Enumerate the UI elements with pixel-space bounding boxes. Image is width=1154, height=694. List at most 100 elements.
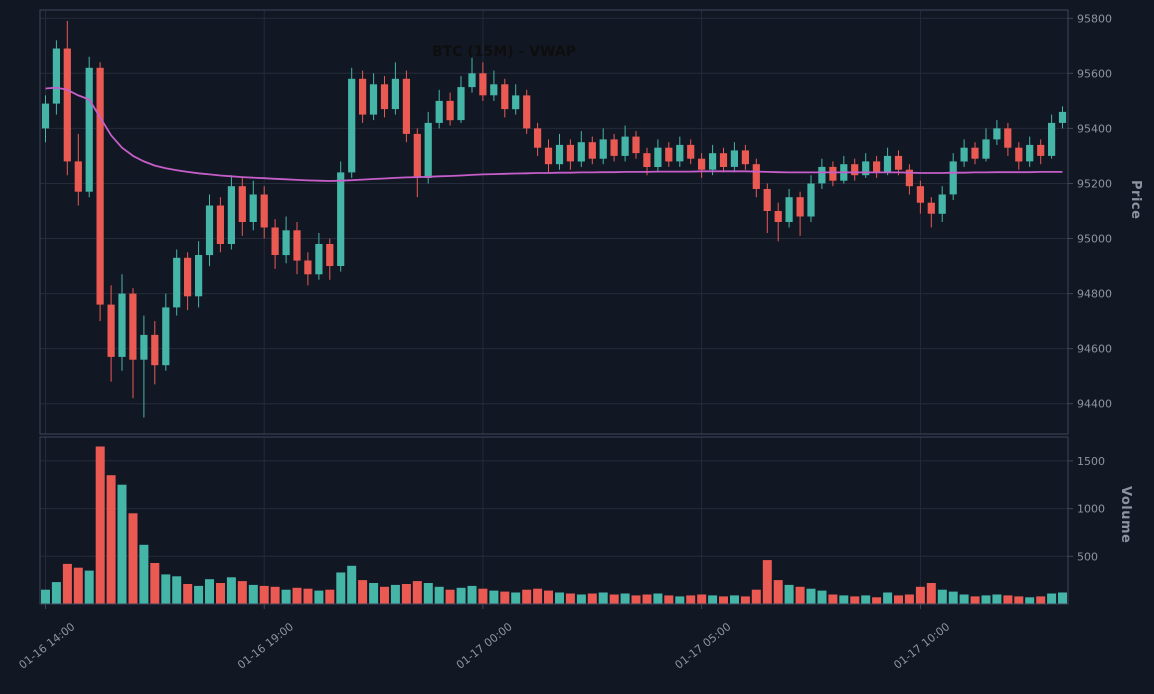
candle-body: [512, 95, 520, 110]
volume-bar: [73, 567, 83, 604]
candle-body: [293, 230, 301, 261]
volume-bar: [850, 596, 860, 604]
candle-body: [927, 202, 935, 214]
volume-bar: [390, 584, 400, 604]
candle-body: [960, 147, 968, 162]
volume-bar: [161, 574, 171, 604]
axis-ticks-layer: 94400 94600 94800 95000 95200 95400 95600 95800…: [16, 12, 1112, 671]
candle-body: [993, 128, 1001, 140]
volume-bar: [1036, 596, 1046, 604]
volume-bar: [117, 484, 127, 604]
candle-body: [785, 197, 793, 222]
volume-bar: [500, 591, 510, 604]
volume-bar: [303, 588, 313, 604]
candle-body: [643, 153, 651, 167]
price-tick-label: 94600: [1077, 343, 1112, 356]
x-tick-label: 01-16 19:00: [235, 620, 296, 672]
volume-bar: [62, 563, 72, 604]
candle-body: [610, 139, 618, 156]
price-tick-label: 95600: [1077, 67, 1112, 80]
volume-bar: [948, 591, 958, 604]
volume-bar: [762, 560, 772, 604]
volume-bar: [237, 581, 247, 604]
volume-bar: [467, 585, 477, 604]
candle-body: [249, 194, 257, 222]
price-tick-label: 94800: [1077, 288, 1112, 301]
candle-body: [52, 48, 60, 104]
volume-bar: [325, 589, 335, 604]
candle-body: [577, 142, 585, 162]
candle-body: [982, 139, 990, 159]
candle-body: [74, 161, 82, 192]
candle-body: [140, 334, 148, 360]
candle-body: [326, 244, 334, 266]
volume-bar: [412, 581, 422, 604]
candle-body: [851, 164, 859, 176]
volume-bar: [270, 586, 280, 604]
volume-bar: [314, 590, 324, 604]
volume-bar: [434, 586, 444, 604]
volume-bar: [522, 589, 532, 604]
candle-body: [96, 67, 104, 305]
volume-panel-border: [39, 436, 1069, 605]
volume-bar: [259, 585, 269, 604]
candle-body: [501, 84, 509, 110]
volume-bar: [740, 596, 750, 604]
volume-bar: [751, 589, 761, 604]
price-tick-label: 95000: [1077, 233, 1112, 246]
candle-body: [752, 164, 760, 189]
volume-bars-layer: [41, 446, 1067, 604]
candle-body: [566, 144, 574, 162]
candle-body: [588, 142, 596, 159]
candle-body: [380, 84, 389, 110]
x-tick-label: 01-17 10:00: [891, 620, 952, 672]
volume-bar: [872, 597, 882, 604]
candle-body: [1015, 147, 1023, 162]
volume-bar: [1058, 592, 1067, 604]
volume-bar: [697, 594, 707, 604]
candle-body: [741, 150, 749, 165]
candle-body: [402, 78, 410, 134]
candle-body: [282, 230, 290, 256]
volume-bar: [839, 595, 849, 604]
candle-body: [315, 244, 323, 275]
x-tick-label: 01-17 00:00: [454, 620, 515, 672]
price-axis-label: Price: [1128, 180, 1143, 220]
candle-body: [883, 155, 892, 173]
candle-body: [654, 147, 662, 167]
volume-bar: [894, 595, 903, 604]
candle-body: [391, 78, 399, 110]
candle-body: [544, 147, 553, 165]
volume-bar: [883, 592, 893, 604]
candle-body: [1048, 122, 1056, 156]
candle-body: [479, 73, 487, 96]
volume-bar: [576, 594, 586, 604]
candle-body: [807, 183, 815, 217]
volume-bar: [620, 593, 630, 604]
candle-body: [555, 144, 564, 165]
candle-body: [709, 153, 717, 170]
price-tick-label: 95400: [1077, 122, 1112, 135]
volume-bar: [456, 587, 466, 604]
volume-bar: [959, 594, 969, 604]
volume-bar: [937, 589, 947, 604]
candle-body: [348, 78, 356, 173]
volume-tick-label: 500: [1077, 550, 1098, 563]
volume-bar: [719, 596, 728, 604]
candle-body: [304, 260, 312, 275]
volume-bar: [194, 585, 204, 604]
volume-bar: [795, 586, 805, 604]
candle-body: [730, 150, 738, 167]
volume-bar: [904, 594, 914, 604]
volume-bar: [248, 584, 258, 604]
volume-bar: [489, 590, 499, 604]
volume-bar: [642, 594, 652, 604]
vwap-line: [45, 86, 1063, 182]
candle-body: [195, 255, 203, 297]
volume-bar: [1025, 597, 1035, 604]
candle-body: [271, 227, 279, 255]
volume-bar: [784, 584, 794, 604]
volume-bar: [226, 577, 236, 604]
volume-bar: [511, 592, 521, 604]
candle-body: [107, 304, 115, 357]
